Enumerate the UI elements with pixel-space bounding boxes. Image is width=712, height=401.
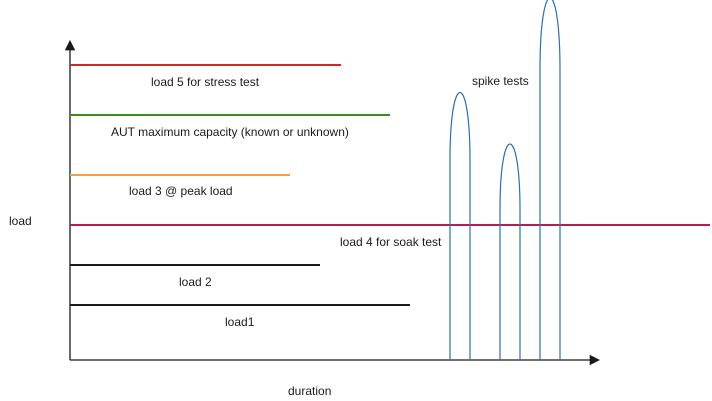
- spike-tests-label: spike tests: [472, 74, 529, 88]
- y-axis-label: load: [9, 214, 32, 228]
- load5-label: load 5 for stress test: [151, 75, 260, 89]
- spike-curve-2: [499, 143, 521, 360]
- load3-label: load 3 @ peak load: [129, 184, 233, 198]
- spike-curve-3: [539, 0, 561, 360]
- load1-label: load1: [225, 315, 255, 329]
- load2-label: load 2: [179, 275, 212, 289]
- x-axis-label: duration: [288, 384, 332, 398]
- spike-curve-1: [449, 92, 471, 360]
- load4-label: load 4 for soak test: [340, 235, 442, 249]
- aut-max-capacity-label: AUT maximum capacity (known or unknown): [111, 125, 349, 139]
